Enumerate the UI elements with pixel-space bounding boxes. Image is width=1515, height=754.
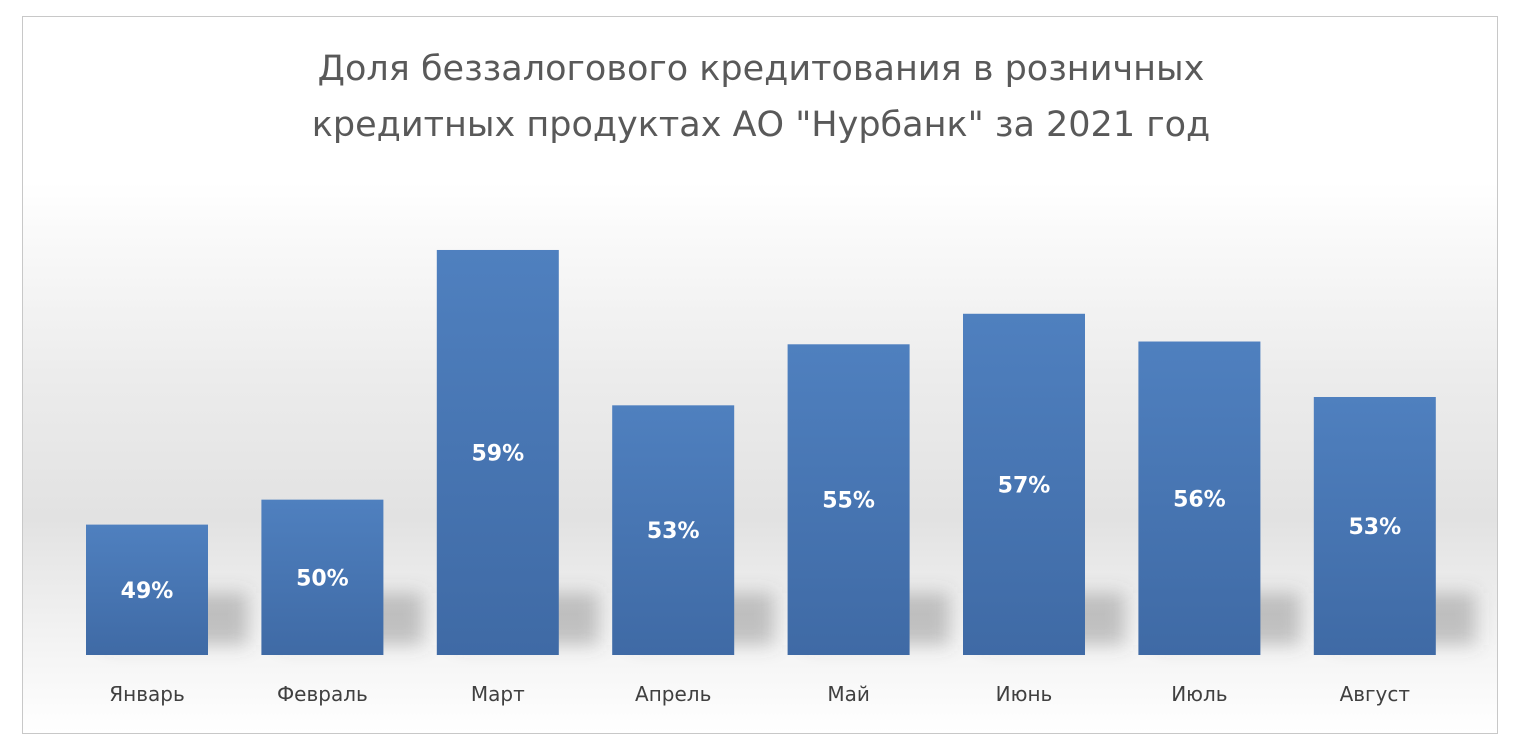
x-tick-label: Август: [1340, 682, 1411, 706]
bar-2: [261, 499, 384, 655]
data-label: 53%: [1348, 515, 1401, 540]
bar-3: [436, 249, 559, 655]
bars: [86, 249, 1436, 655]
x-tick-label: Май: [827, 682, 870, 706]
data-label: 50%: [296, 566, 349, 591]
data-label: 56%: [1173, 487, 1226, 512]
bar-1: [86, 524, 208, 655]
data-label: 59%: [471, 441, 524, 466]
data-label: 49%: [121, 579, 174, 604]
x-tick-label: Июль: [1171, 682, 1227, 706]
chart-title-line-2: кредитных продуктах АО "Нурбанк" за 2021…: [311, 105, 1211, 145]
x-tick-label: Февраль: [277, 682, 368, 706]
bar-6: [963, 313, 1085, 655]
x-tick-label: Март: [471, 682, 525, 706]
x-tick-label: Апрель: [635, 682, 711, 706]
x-axis-tick-labels: Январь Февраль Март Апрель Май Июнь Июль Август: [109, 682, 1410, 706]
plot-area: 49% 50% 59% 53% 55% 57% 56% 53% Январь Февраль Ма…: [86, 249, 1476, 706]
data-labels: 49% 50% 59% 53% 55% 57% 56% 53%: [121, 441, 1401, 603]
chart-frame: Доля беззалогового кредитования в рознич…: [22, 16, 1498, 734]
data-label: 57%: [998, 473, 1051, 498]
bar-5: [787, 344, 910, 655]
data-label: 53%: [647, 519, 700, 544]
data-label: 55%: [822, 489, 875, 514]
bar-4: [612, 405, 735, 655]
bar-8: [1313, 397, 1436, 655]
chart-title: Доля беззалогового кредитования в рознич…: [23, 41, 1499, 153]
x-tick-label: Январь: [109, 682, 185, 706]
bar-7: [1138, 341, 1261, 655]
x-tick-label: Июнь: [996, 682, 1053, 706]
chart-title-line-1: Доля беззалогового кредитования в рознич…: [317, 49, 1205, 89]
